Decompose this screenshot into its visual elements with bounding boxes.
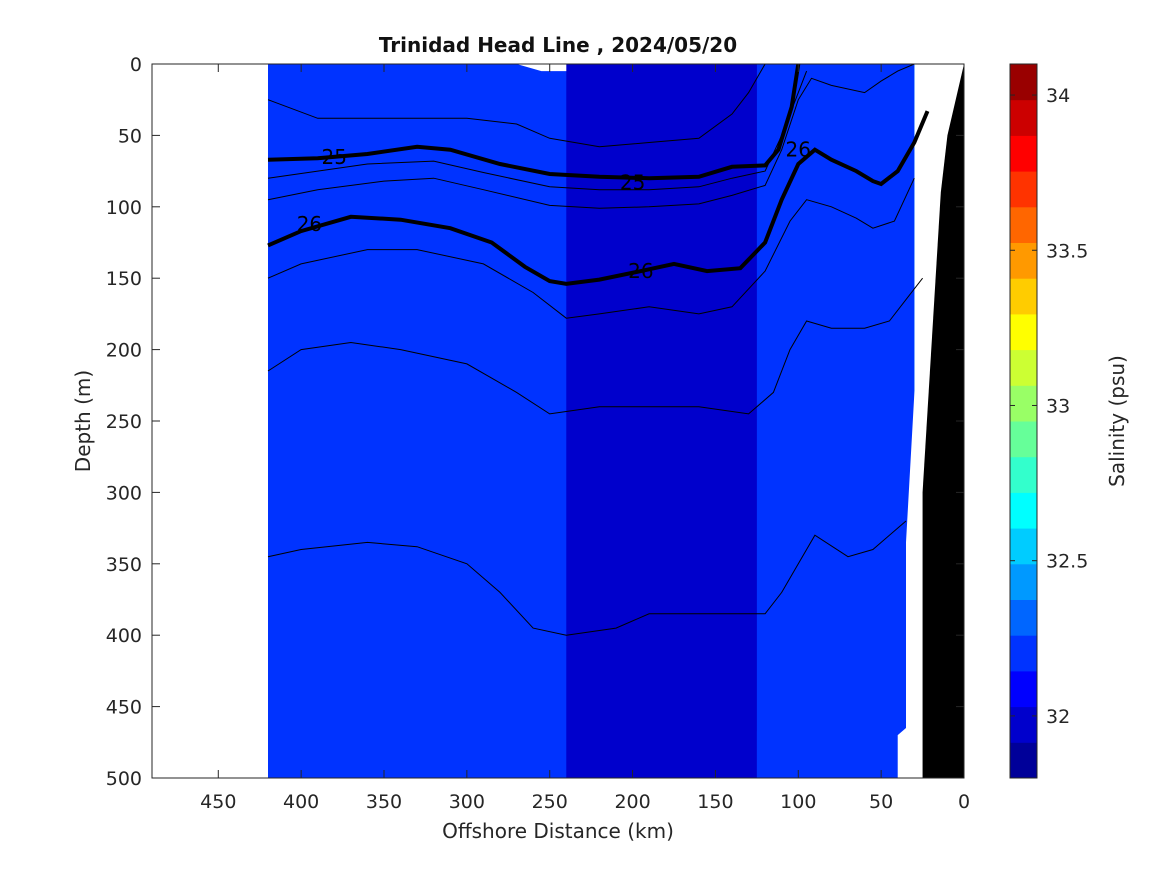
density-contour-bold <box>267 64 801 181</box>
x-tick-label: 0 <box>958 791 970 813</box>
colorbar-frame <box>1009 63 1038 779</box>
y-tick-label: 0 <box>130 54 142 76</box>
colorbar-swatch <box>1010 421 1037 458</box>
colorbar: 32 32.5 33 33.5 34 <box>1009 63 1088 779</box>
y-tick-label: 200 <box>106 340 142 362</box>
colorbar-swatch <box>1010 313 1037 351</box>
colorbar-swatch <box>1010 206 1037 243</box>
colorbar-swatch <box>1010 385 1037 422</box>
colorbar-tick-label: 34 <box>1046 85 1070 107</box>
colorbar-swatch <box>1010 349 1037 386</box>
x-tick-label: 300 <box>449 791 485 813</box>
density-contour-thin <box>267 177 915 319</box>
colorbar-swatch <box>1010 456 1037 493</box>
colorbar-swatch <box>1010 64 1037 101</box>
colorbar-swatch <box>1010 563 1037 600</box>
coastline <box>897 64 964 778</box>
colorbar-label: Salinity (psu) <box>1105 355 1129 487</box>
y-tick-label: 50 <box>118 125 142 147</box>
colorbar-swatch <box>1010 706 1037 743</box>
colorbar-tick-label: 32 <box>1046 706 1070 728</box>
colorbar-swatch <box>1010 742 1037 779</box>
density-contour-bold <box>267 110 930 286</box>
colorbar-swatch <box>1010 242 1037 279</box>
contour-label: 25 <box>620 171 645 195</box>
seafloor-bathymetry <box>922 64 964 778</box>
x-tick-label: 400 <box>283 791 319 813</box>
density-contour-thin <box>267 64 915 209</box>
y-axis-label: Depth (m) <box>71 370 95 472</box>
contour-label: 26 <box>786 138 811 162</box>
density-contour-thin <box>267 520 907 636</box>
x-tick-label: 350 <box>366 791 402 813</box>
colorbar-swatch <box>1010 635 1037 672</box>
y-tick-label: 100 <box>106 197 142 219</box>
y-tick-label: 250 <box>106 411 142 433</box>
y-tick-label: 400 <box>106 625 142 647</box>
y-tick-label: 350 <box>106 554 142 576</box>
salinity-bands <box>268 64 915 778</box>
salinity-band <box>566 64 757 778</box>
density-contour-thin <box>267 64 766 148</box>
x-tick-label: 50 <box>869 791 893 813</box>
colorbar-swatch <box>1010 528 1037 565</box>
density-contour-thin <box>267 277 923 415</box>
x-tick-label: 250 <box>532 791 568 813</box>
x-tick-label: 450 <box>200 791 236 813</box>
colorbar-swatch <box>1010 599 1037 636</box>
colorbar-swatch <box>1010 135 1037 172</box>
x-axis-label: Offshore Distance (km) <box>442 819 674 843</box>
colorbar-swatch <box>1010 670 1037 708</box>
colorbar-swatch <box>1010 171 1037 208</box>
x-tick-label: 100 <box>780 791 816 813</box>
colorbar-tick-label: 33 <box>1046 395 1070 417</box>
contour-label: 26 <box>628 259 653 283</box>
colorbar-tick-label: 32.5 <box>1046 551 1088 573</box>
colorbar-swatch <box>1010 492 1037 529</box>
x-tick-label: 150 <box>697 791 733 813</box>
y-tick-label: 500 <box>106 768 142 790</box>
colorbar-tick-label: 33.5 <box>1046 240 1088 262</box>
y-tick-label: 300 <box>106 482 142 504</box>
density-contours: 25 25 26 26 26 <box>267 64 930 636</box>
y-tick-label: 150 <box>106 268 142 290</box>
colorbar-swatch <box>1010 278 1037 315</box>
contour-label: 26 <box>297 212 322 236</box>
contour-label: 25 <box>322 145 347 169</box>
chart-title: Trinidad Head Line , 2024/05/20 <box>379 33 737 57</box>
y-tick-label: 450 <box>106 697 142 719</box>
axis-ticks: 450 400 350 300 250 200 150 100 50 00501001502002… <box>106 54 970 813</box>
colorbar-swatch <box>1010 99 1037 136</box>
x-tick-label: 200 <box>614 791 650 813</box>
